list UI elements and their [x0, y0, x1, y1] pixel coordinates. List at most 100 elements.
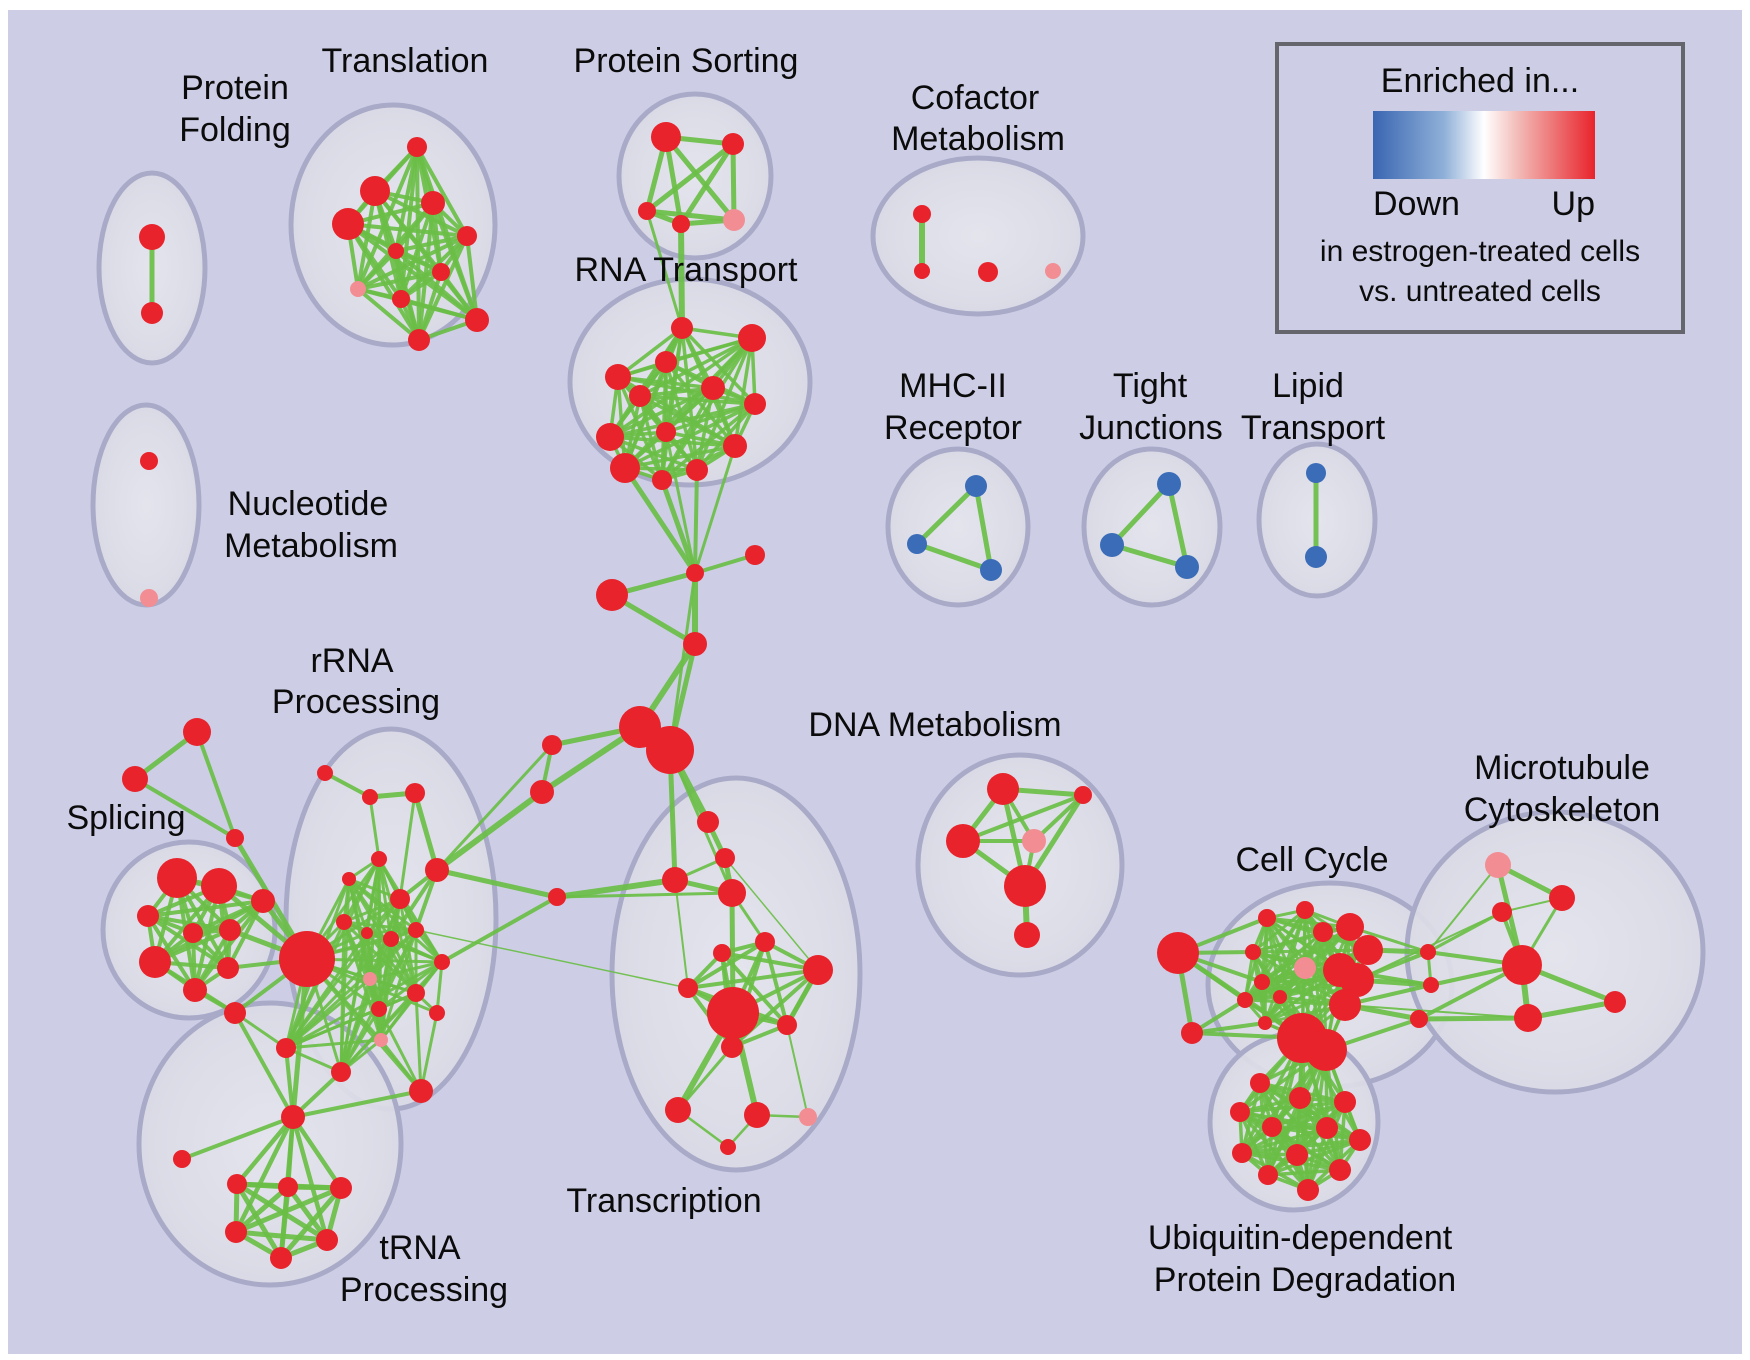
gene-set-node-c4[interactable] — [1336, 913, 1364, 941]
gene-set-node-D6[interactable] — [1014, 922, 1040, 948]
gene-set-node-T5[interactable] — [457, 226, 477, 246]
gene-set-node-LT2[interactable] — [1305, 546, 1327, 568]
gene-set-node-R4[interactable] — [371, 851, 387, 867]
gene-set-node-TH[interactable] — [281, 1105, 305, 1129]
gene-set-node-c8[interactable] — [1273, 990, 1287, 1004]
gene-set-node-RT1[interactable] — [671, 317, 693, 339]
gene-set-node-TS9[interactable] — [799, 1108, 817, 1126]
gene-set-node-LA2[interactable] — [530, 780, 554, 804]
gene-set-node-D3[interactable] — [946, 824, 980, 858]
gene-set-node-R10[interactable] — [408, 922, 424, 938]
gene-set-node-mt4[interactable] — [1604, 991, 1626, 1013]
gene-set-node-TRI2[interactable] — [122, 766, 148, 792]
gene-set-node-R18[interactable] — [276, 1038, 296, 1058]
gene-set-node-PS4[interactable] — [672, 215, 690, 233]
gene-set-node-R11[interactable] — [425, 858, 449, 882]
gene-set-node-FN1[interactable] — [686, 564, 704, 582]
gene-set-node-u5[interactable] — [1262, 1117, 1282, 1137]
gene-set-node-CS2[interactable] — [1181, 1022, 1203, 1044]
gene-set-node-RT2[interactable] — [738, 324, 766, 352]
gene-set-node-c10[interactable] — [1258, 1016, 1272, 1030]
gene-set-node-TS4[interactable] — [678, 978, 698, 998]
gene-set-node-R13[interactable] — [407, 984, 425, 1002]
gene-set-node-c7[interactable] — [1254, 974, 1270, 990]
gene-set-node-u6[interactable] — [1316, 1117, 1338, 1139]
gene-set-node-NM2[interactable] — [140, 589, 158, 607]
gene-set-node-RT8[interactable] — [596, 423, 624, 451]
gene-set-node-MTH[interactable] — [1502, 945, 1542, 985]
gene-set-node-U3[interactable] — [330, 1177, 352, 1199]
gene-set-node-T9[interactable] — [392, 290, 410, 308]
gene-set-node-T8[interactable] — [350, 281, 366, 297]
gene-set-node-mtp[interactable] — [1485, 852, 1511, 878]
gene-set-node-D2[interactable] — [1074, 786, 1092, 804]
gene-set-node-T1[interactable] — [407, 137, 427, 157]
gene-set-node-SP6[interactable] — [139, 946, 171, 978]
gene-set-node-c1[interactable] — [1258, 909, 1276, 927]
gene-set-node-u9[interactable] — [1286, 1144, 1308, 1166]
gene-set-node-HUB2[interactable] — [646, 726, 694, 774]
gene-set-node-FN4[interactable] — [683, 632, 707, 656]
gene-set-node-SP5[interactable] — [219, 919, 241, 941]
gene-set-node-TRc[interactable] — [662, 867, 688, 893]
gene-set-node-U6[interactable] — [270, 1247, 292, 1269]
gene-set-node-RHUB[interactable] — [279, 931, 335, 987]
gene-set-node-T3[interactable] — [421, 191, 445, 215]
gene-set-node-D1[interactable] — [987, 773, 1019, 805]
gene-set-node-CM2[interactable] — [914, 263, 930, 279]
gene-set-node-b1[interactable] — [1420, 944, 1436, 960]
gene-set-node-TRb[interactable] — [715, 848, 735, 868]
gene-set-node-T2[interactable] — [360, 176, 390, 206]
gene-set-node-PF1[interactable] — [139, 224, 165, 250]
gene-set-node-U2[interactable] — [278, 1177, 298, 1197]
gene-set-node-mt1[interactable] — [1549, 885, 1575, 911]
gene-set-node-RT9[interactable] — [656, 422, 676, 442]
gene-set-node-SP8[interactable] — [217, 957, 239, 979]
gene-set-node-b2[interactable] — [1423, 977, 1439, 993]
gene-set-node-R12[interactable] — [434, 954, 450, 970]
gene-set-node-CH2[interactable] — [1305, 1029, 1347, 1071]
gene-set-node-D5[interactable] — [1004, 865, 1046, 907]
gene-set-node-BR2[interactable] — [224, 1002, 246, 1024]
gene-set-node-T6[interactable] — [388, 243, 404, 259]
gene-set-node-R15[interactable] — [363, 972, 377, 986]
gene-set-node-u2[interactable] — [1289, 1087, 1311, 1109]
gene-set-node-FN2[interactable] — [745, 545, 765, 565]
gene-set-node-cp[interactable] — [1294, 957, 1316, 979]
gene-set-node-U5[interactable] — [316, 1229, 338, 1251]
gene-set-node-LT1[interactable] — [1306, 463, 1326, 483]
gene-set-node-RT6[interactable] — [744, 393, 766, 415]
gene-set-node-TS10[interactable] — [720, 1139, 736, 1155]
gene-set-node-SP3[interactable] — [137, 905, 159, 927]
gene-set-node-R1[interactable] — [317, 765, 333, 781]
gene-set-node-RT12[interactable] — [686, 459, 708, 481]
gene-set-node-TRa[interactable] — [697, 811, 719, 833]
gene-set-node-u11[interactable] — [1329, 1159, 1351, 1181]
gene-set-node-PS5[interactable] — [723, 209, 745, 231]
gene-set-node-RT7[interactable] — [629, 385, 651, 407]
gene-set-node-CS1[interactable] — [1157, 932, 1199, 974]
gene-set-node-R16[interactable] — [374, 1033, 388, 1047]
gene-set-node-MH1[interactable] — [965, 475, 987, 497]
gene-set-node-mt2[interactable] — [1492, 902, 1512, 922]
gene-set-node-c5[interactable] — [1353, 935, 1383, 965]
gene-set-node-R17[interactable] — [371, 1001, 387, 1017]
gene-set-node-R2[interactable] — [362, 789, 378, 805]
gene-set-node-D4[interactable] — [1022, 829, 1046, 853]
gene-set-node-u3[interactable] — [1334, 1091, 1356, 1113]
gene-set-node-u12[interactable] — [1297, 1179, 1319, 1201]
gene-set-node-R6[interactable] — [390, 889, 410, 909]
gene-set-node-c2[interactable] — [1296, 901, 1314, 919]
gene-set-node-TS7[interactable] — [665, 1097, 691, 1123]
gene-set-node-R8[interactable] — [361, 927, 373, 939]
gene-set-node-c9[interactable] — [1237, 992, 1253, 1008]
gene-set-node-FN3[interactable] — [596, 579, 628, 611]
gene-set-node-PS3[interactable] — [638, 202, 656, 220]
gene-set-node-MH3[interactable] — [980, 559, 1002, 581]
gene-set-node-TJ2[interactable] — [1100, 533, 1124, 557]
gene-set-node-TRd[interactable] — [718, 879, 746, 907]
gene-set-node-TRI3[interactable] — [226, 829, 244, 847]
gene-set-node-PS1[interactable] — [651, 122, 681, 152]
gene-set-node-SB[interactable] — [548, 888, 566, 906]
gene-set-node-u1[interactable] — [1250, 1073, 1270, 1093]
